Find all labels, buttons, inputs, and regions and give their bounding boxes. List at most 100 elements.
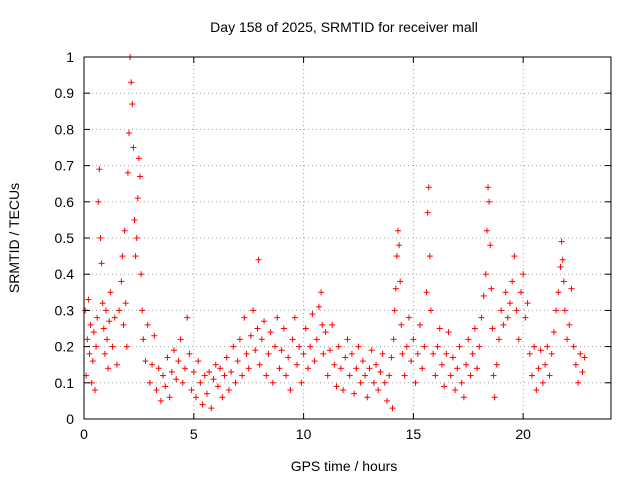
data-point xyxy=(572,361,579,368)
data-point xyxy=(155,365,162,372)
data-point xyxy=(449,354,456,361)
data-point xyxy=(101,350,108,357)
data-point xyxy=(522,314,529,321)
data-point xyxy=(344,336,351,343)
x-axis-label: GPS time / hours xyxy=(291,458,398,474)
chart-title: Day 158 of 2025, SRMTID for receiver mal… xyxy=(210,19,478,35)
data-point xyxy=(153,387,160,394)
data-point xyxy=(410,336,417,343)
data-point xyxy=(132,253,139,260)
data-point xyxy=(93,343,100,350)
data-point xyxy=(131,216,138,223)
data-point xyxy=(111,314,118,321)
data-point xyxy=(436,325,443,332)
y-tick-label: 0.5 xyxy=(55,230,75,246)
data-point xyxy=(438,361,445,368)
data-point xyxy=(558,238,565,245)
data-point xyxy=(318,289,325,296)
data-point xyxy=(219,394,226,401)
y-axis-label: SRMTID / TECUs xyxy=(6,183,22,293)
x-tick-label: 15 xyxy=(406,426,422,442)
data-point xyxy=(199,401,206,408)
data-point xyxy=(113,361,120,368)
data-point xyxy=(515,336,522,343)
data-point xyxy=(491,394,498,401)
data-point xyxy=(190,368,197,375)
data-point xyxy=(373,361,380,368)
data-point xyxy=(476,343,483,350)
data-point xyxy=(379,350,386,357)
data-point xyxy=(255,256,262,263)
data-point xyxy=(474,365,481,372)
data-point xyxy=(403,343,410,350)
data-point xyxy=(243,350,250,357)
data-point xyxy=(120,321,127,328)
data-point xyxy=(208,405,215,412)
data-point xyxy=(351,390,358,397)
x-tick-label: 0 xyxy=(80,426,88,442)
data-point xyxy=(274,314,281,321)
data-point xyxy=(506,300,513,307)
data-point xyxy=(311,358,318,365)
data-point xyxy=(463,361,470,368)
data-point xyxy=(502,289,509,296)
data-point xyxy=(386,372,393,379)
data-point xyxy=(469,350,476,357)
data-point xyxy=(307,343,314,350)
data-point xyxy=(416,321,423,328)
data-point xyxy=(291,314,298,321)
data-point xyxy=(364,394,371,401)
data-point xyxy=(542,361,549,368)
data-point xyxy=(261,318,268,325)
data-point xyxy=(487,242,494,249)
data-point xyxy=(326,347,333,354)
data-point xyxy=(278,347,285,354)
data-point xyxy=(368,347,375,354)
data-point xyxy=(500,321,507,328)
x-tick-labels: 0 5 10 15 20 xyxy=(80,426,531,442)
data-point xyxy=(234,358,241,365)
data-point xyxy=(265,350,272,357)
y-tick-label: 0.8 xyxy=(55,121,75,137)
data-point xyxy=(293,361,300,368)
data-point xyxy=(304,365,311,372)
data-point xyxy=(319,321,326,328)
data-point xyxy=(568,285,575,292)
data-point xyxy=(309,311,316,318)
data-point xyxy=(513,307,520,314)
data-point xyxy=(182,365,189,372)
y-tick-label: 0.7 xyxy=(55,158,75,174)
data-point xyxy=(99,300,106,307)
data-point xyxy=(528,372,535,379)
data-point xyxy=(116,307,123,314)
data-point xyxy=(100,325,107,332)
data-point xyxy=(252,347,259,354)
data-point xyxy=(135,155,142,162)
data-point xyxy=(118,278,125,285)
data-point xyxy=(520,271,527,278)
data-point xyxy=(566,321,573,328)
data-point xyxy=(122,300,129,307)
data-point xyxy=(424,209,431,216)
data-point xyxy=(188,387,195,394)
data-point xyxy=(175,358,182,365)
data-point xyxy=(561,307,568,314)
data-point xyxy=(84,336,91,343)
data-point xyxy=(331,361,338,368)
data-point xyxy=(298,379,305,386)
data-point xyxy=(121,227,128,234)
data-point xyxy=(489,325,496,332)
data-point xyxy=(405,314,412,321)
data-point xyxy=(370,379,377,386)
data-point xyxy=(452,387,459,394)
data-point xyxy=(366,365,373,372)
data-point xyxy=(230,343,237,350)
data-point xyxy=(384,397,391,404)
data-point xyxy=(214,383,221,390)
y-tick-label: 0.6 xyxy=(55,194,75,210)
data-point xyxy=(482,271,489,278)
data-point xyxy=(430,350,437,357)
data-point xyxy=(151,332,158,339)
data-point xyxy=(287,387,294,394)
